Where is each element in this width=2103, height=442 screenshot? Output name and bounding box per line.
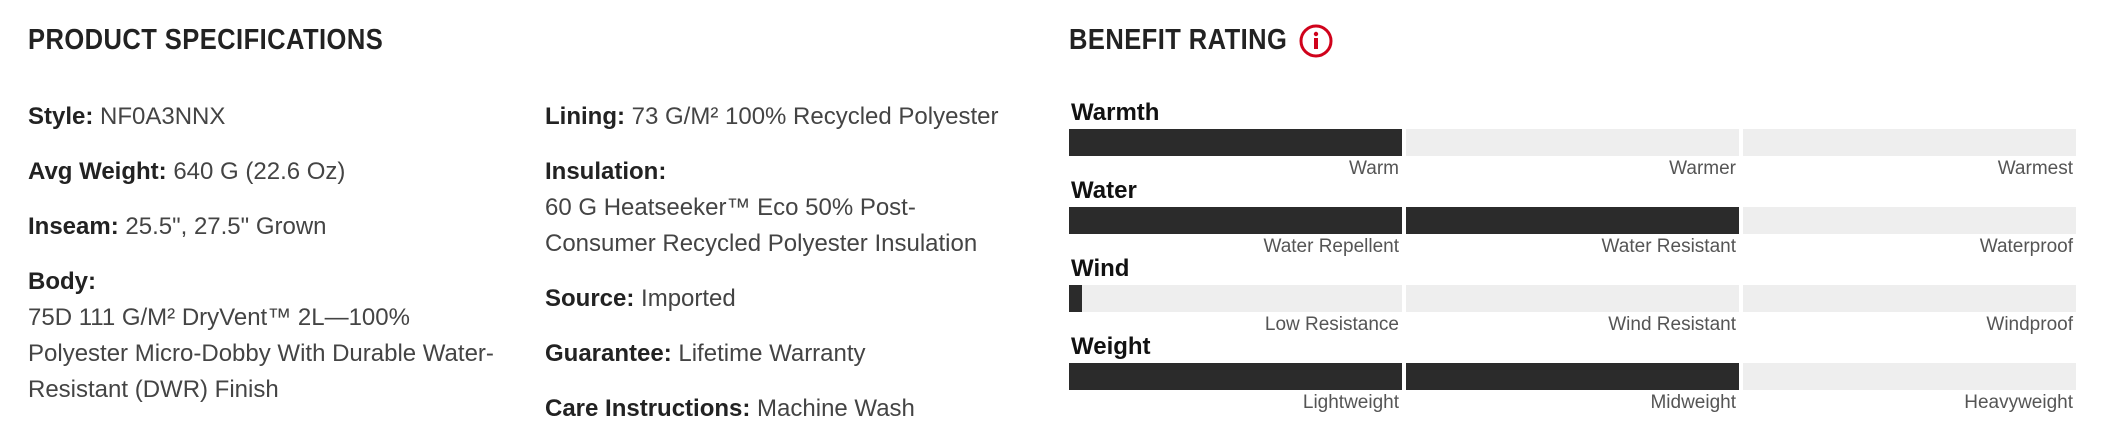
spec-label: Body:: [28, 268, 96, 295]
spec-label: Avg Weight:: [28, 158, 167, 185]
rating-level: Low Resistance: [1264, 314, 1399, 335]
rating-fill: [1069, 285, 1083, 312]
rating-level: Waterproof: [1979, 236, 2073, 257]
spec-value: Machine Wash: [757, 395, 915, 422]
rating-level: Wind Resistant: [1608, 314, 1736, 335]
spec-label: Lining:: [545, 103, 625, 130]
rating-level: Lightweight: [1302, 392, 1399, 413]
rating-level: Windproof: [1986, 314, 2073, 335]
rating-segment: [1743, 207, 2076, 234]
rating-level: Heavyweight: [1964, 392, 2073, 413]
spec-item: Care Instructions: Machine Wash: [545, 391, 915, 427]
spec-item: Lining: 73 G/M² 100% Recycled Polyester: [545, 99, 998, 135]
spec-item: Guarantee: Lifetime Warranty: [545, 336, 866, 372]
rating-segment: [1743, 129, 2076, 156]
rating-segment: [1406, 129, 1739, 156]
rating-level: Warmer: [1669, 158, 1736, 179]
spec-value: 75D 111 G/M² DryVent™ 2L—100%: [28, 304, 410, 331]
rating-fill: [1069, 129, 1402, 156]
spec-label: Care Instructions:: [545, 395, 751, 422]
rating-name: Warmth: [1071, 99, 1160, 126]
spec-label: Style:: [28, 103, 94, 130]
rating-name: Wind: [1071, 255, 1130, 282]
spec-value: NF0A3NNX: [100, 103, 226, 130]
rating-level: Midweight: [1650, 392, 1736, 413]
spec-label: Guarantee:: [545, 340, 672, 367]
info-icon[interactable]: [1298, 23, 1334, 59]
rating-fill: [1069, 207, 1402, 234]
rating-segment: [1743, 363, 2076, 390]
rating-level: Warmest: [1997, 158, 2073, 179]
spec-item: Insulation: 60 G Heatseeker™ Eco 50% Post…: [545, 154, 977, 262]
spec-value: 25.5", 27.5" Grown: [125, 213, 327, 240]
rating-segment: [1743, 285, 2076, 312]
spec-label: Source:: [545, 285, 635, 312]
rating-level: Warm: [1349, 158, 1399, 179]
spec-value: 640 G (22.6 Oz): [173, 158, 346, 185]
rating-fill: [1069, 363, 1402, 390]
spec-value: Imported: [641, 285, 736, 312]
spec-item: Body: 75D 111 G/M² DryVent™ 2L—100% Polyes…: [28, 264, 494, 408]
spec-value: Consumer Recycled Polyester Insulation: [545, 230, 978, 257]
spec-item: Inseam: 25.5", 27.5" Grown: [28, 209, 327, 245]
spec-value: 60 G Heatseeker™ Eco 50% Post-: [545, 194, 916, 221]
spec-value: 73 G/M² 100% Recycled Polyester: [631, 103, 999, 130]
spec-value: Lifetime Warranty: [678, 340, 866, 367]
rating-name: Water: [1071, 177, 1137, 204]
rating-segment: [1406, 285, 1739, 312]
spec-label: Inseam:: [28, 213, 119, 240]
rating-fill: [1406, 363, 1739, 390]
spec-item: Avg Weight: 640 G (22.6 Oz): [28, 154, 345, 190]
rating-fill: [1406, 207, 1739, 234]
spec-item: Source: Imported: [545, 281, 736, 317]
rating-name: Weight: [1071, 333, 1151, 360]
benefits-title: BENEFIT RATING: [1069, 24, 1288, 56]
spec-item: Style: NF0A3NNX: [28, 99, 225, 135]
spec-value: Polyester Micro-Dobby With Durable Water…: [28, 340, 494, 367]
spec-value: Resistant (DWR) Finish: [28, 376, 279, 403]
spec-label: Insulation:: [545, 158, 667, 185]
rating-level: Water Repellent: [1263, 236, 1399, 257]
rating-level: Water Resistant: [1601, 236, 1736, 257]
rating-segment: [1069, 285, 1402, 312]
specs-title: PRODUCT SPECIFICATIONS: [28, 24, 384, 56]
